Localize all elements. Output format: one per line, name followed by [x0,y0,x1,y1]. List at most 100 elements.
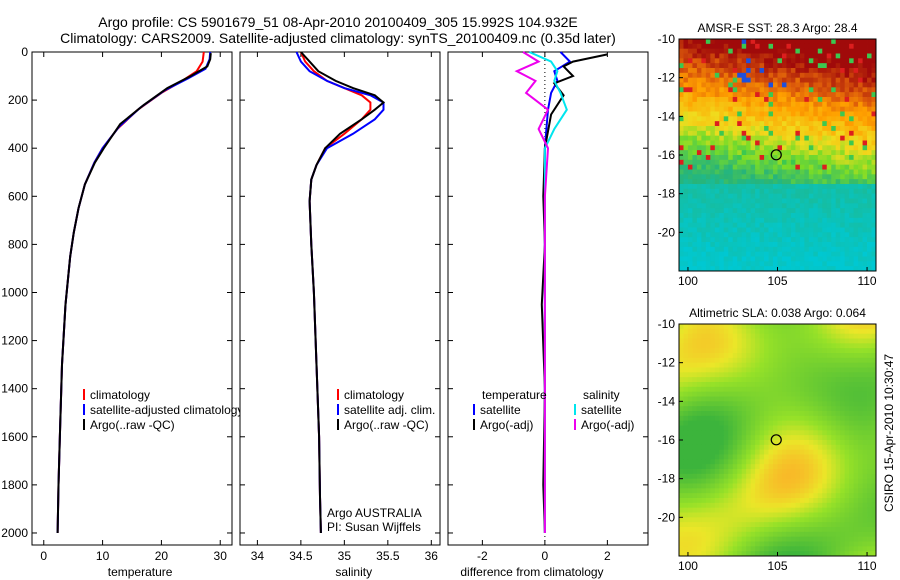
map-cell [696,415,702,422]
map-cell [858,184,863,190]
map-cell [732,473,738,480]
map-cell [790,353,796,359]
map-cell [732,101,738,108]
map-cell [853,469,859,475]
map-cell [746,415,752,422]
map-cell [853,208,859,214]
map-cell [808,126,814,132]
map-cell [817,208,823,214]
map-cell [719,362,725,368]
map-cell [858,420,863,426]
map-cell [741,420,747,426]
map-cell [755,367,760,373]
map-cell [849,140,855,146]
map-cell [714,150,720,156]
map-cell [804,179,810,185]
map-cell [804,531,810,538]
map-cell [687,232,693,238]
map-cell [696,372,702,378]
map-cell [683,111,689,117]
map-cell [822,493,828,499]
map-cell [714,179,720,185]
map-cell [679,357,684,364]
map-cell [840,420,846,426]
map-cell [808,174,814,180]
map-cell [687,401,693,407]
map-cell [831,111,837,117]
map-cell [710,512,716,518]
map-cell [862,478,868,484]
map-cell [728,435,734,441]
map-cell [683,367,689,373]
map-cell [741,164,747,170]
map-cell [710,527,716,533]
map-cell [768,382,774,388]
map-cell [768,415,774,422]
map-cell [822,227,828,233]
map-cell [755,179,760,185]
map-cell [826,411,832,417]
map-cell [764,420,769,426]
map-cell [759,246,765,253]
map-cell [817,159,823,166]
map-cell [799,72,805,79]
map-cell [835,72,841,79]
map-cell [781,391,787,397]
map-cell [687,159,693,166]
map-cell [768,454,774,460]
map-cell [817,256,823,262]
map-cell [790,39,796,45]
map-cell [696,222,702,228]
map-cell [755,338,760,344]
map-cell [817,232,823,238]
map-cell [764,531,769,538]
map-cell [701,444,707,451]
map-cell [840,227,846,233]
map-cell [867,333,872,339]
map-cell [710,237,716,243]
map-cell [768,546,774,552]
map-cell [773,353,778,359]
map-cell [808,208,814,214]
map-cell [714,222,720,228]
map-cell [835,266,841,272]
map-cell [732,507,738,513]
map-cell [795,198,801,204]
map-cell [871,536,877,542]
map-cell [746,449,752,455]
map-cell [746,324,752,330]
map-cell [790,150,796,156]
map-cell [696,377,702,383]
map-cell [822,164,828,170]
map-cell [723,531,729,538]
map-cell [790,502,796,509]
map-cell [835,203,841,209]
map-cell [755,536,760,542]
map-cell [790,159,796,166]
map-cell [858,444,863,451]
map-cell [723,251,729,257]
map-cell [723,401,729,407]
map-cell [777,353,783,359]
map-cell [755,242,760,248]
map-cell [790,343,796,349]
map-cell [804,348,810,354]
map-cell [746,357,752,364]
map-cell [701,367,707,373]
map-cell [831,483,837,489]
map-cell [723,121,729,127]
map-cell [741,444,747,451]
map-cell [817,449,823,455]
x-tick-label: 110 [857,274,876,288]
map-cell [867,53,872,59]
map-cell [696,92,702,98]
map-cell [692,425,698,431]
map-cell [750,242,756,248]
map-cell [817,382,823,388]
map-cell [790,213,796,219]
map-cell [696,145,702,151]
map-cell [867,348,872,354]
map-cell [831,372,837,378]
map-cell [750,478,756,484]
map-cell [781,469,787,475]
